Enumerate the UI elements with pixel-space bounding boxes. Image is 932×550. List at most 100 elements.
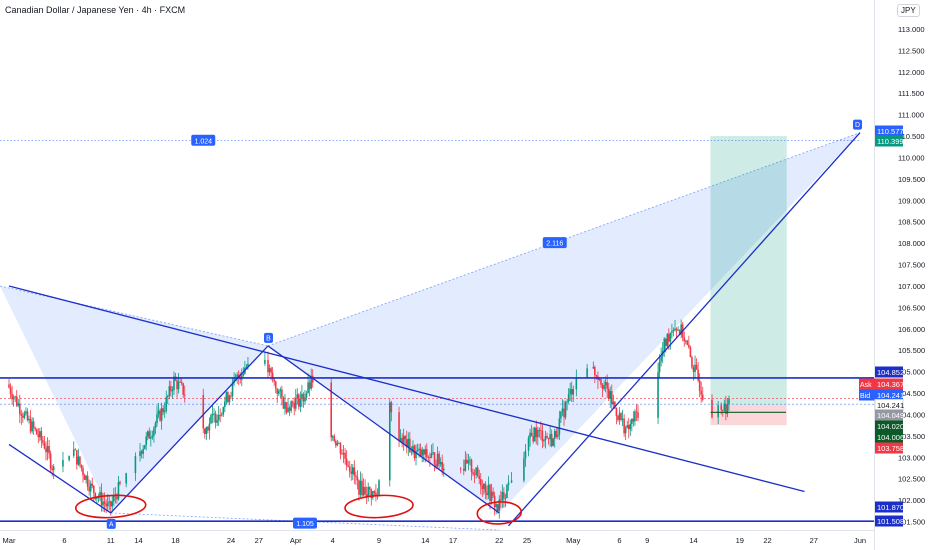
- price-tag-4: Bid: [860, 393, 870, 400]
- price-tick: 102.500: [898, 475, 925, 484]
- candle-body: [134, 456, 137, 474]
- candle-body: [489, 484, 491, 501]
- candle-body: [25, 411, 27, 414]
- candle-body: [290, 401, 292, 411]
- candle-body: [157, 410, 160, 415]
- candle-body: [664, 338, 667, 346]
- candle-body: [145, 436, 148, 446]
- candle-body: [284, 402, 286, 409]
- candle-body: [162, 408, 164, 413]
- candle-body: [331, 436, 334, 438]
- candle-body: [529, 432, 531, 438]
- time-tick: Apr: [290, 536, 302, 545]
- candle-body: [111, 501, 114, 507]
- candle-body: [350, 471, 353, 474]
- candle-body: [467, 460, 470, 464]
- candle-body: [89, 483, 92, 492]
- candle-body: [533, 427, 536, 442]
- pattern-xab-fill: [0, 285, 268, 513]
- candle-body: [496, 504, 499, 511]
- candle-body: [388, 402, 391, 481]
- candle-body: [692, 367, 695, 372]
- candle-body: [11, 394, 13, 400]
- price-tick: 112.000: [898, 68, 925, 77]
- candle-body: [416, 450, 419, 452]
- candle-body: [723, 403, 726, 411]
- candle-body: [623, 418, 625, 434]
- candle-body: [495, 504, 497, 508]
- time-tick: 17: [449, 536, 457, 545]
- time-tick: 6: [617, 536, 621, 545]
- candle-body: [671, 330, 673, 333]
- price-tick: 105.000: [898, 368, 925, 377]
- candle-body: [407, 438, 410, 448]
- candle-body: [103, 501, 106, 504]
- candle-body: [208, 423, 211, 431]
- candle-body: [367, 486, 370, 497]
- candle-body: [151, 435, 154, 438]
- annotations-layer: A B D 1.024 2.116 1.105: [74, 119, 862, 529]
- candle-body: [540, 430, 542, 431]
- point-B-label: B: [266, 335, 271, 342]
- pattern-ac-guide: [110, 512, 500, 531]
- candle-body: [205, 426, 208, 435]
- candle-body: [153, 428, 155, 436]
- candle-body: [180, 381, 183, 384]
- price-label-7: 104.020: [877, 422, 904, 431]
- candle-body: [558, 418, 561, 435]
- lines-layer: [0, 132, 874, 527]
- candle-body: [15, 396, 18, 406]
- candle-body: [213, 413, 215, 415]
- candle-body: [401, 437, 403, 444]
- candle-body: [683, 337, 686, 342]
- candle-body: [711, 399, 713, 418]
- trend-line-4: [508, 132, 861, 527]
- candle-body: [293, 402, 296, 409]
- price-tick: 113.000: [898, 25, 925, 34]
- candle-body: [365, 494, 368, 497]
- pattern-layer: [0, 132, 861, 531]
- candle-body: [216, 420, 218, 423]
- candle-body: [637, 412, 639, 418]
- candle-body: [294, 397, 297, 409]
- pattern-bcd-fill: [268, 132, 860, 513]
- candle-body: [541, 430, 544, 442]
- candle-body: [569, 388, 571, 395]
- price-label-badge-10: [875, 501, 903, 513]
- candle-body: [532, 436, 534, 442]
- candle-body: [23, 413, 26, 418]
- candle-body: [14, 396, 16, 398]
- candle-body: [668, 334, 670, 342]
- price-tick: 111.500: [898, 89, 924, 98]
- candle-body: [210, 415, 212, 424]
- currency-badge[interactable]: JPY: [897, 4, 920, 17]
- candle-body: [609, 391, 612, 399]
- candle-body: [342, 452, 345, 455]
- candle-body: [435, 463, 437, 467]
- candle-body: [486, 492, 488, 496]
- candle-body: [77, 456, 80, 465]
- candle-body: [524, 450, 527, 459]
- candle-body: [274, 381, 277, 389]
- candle-body: [83, 475, 86, 480]
- price-tick: 109.500: [898, 175, 925, 184]
- candle-body: [728, 399, 730, 405]
- candle-body: [34, 427, 37, 430]
- candle-body: [506, 484, 508, 499]
- candle-body: [594, 367, 596, 376]
- candle-body: [503, 492, 505, 499]
- candle-body: [701, 394, 704, 400]
- candle-body: [26, 411, 29, 421]
- candle-body: [684, 340, 687, 342]
- candle-body: [632, 418, 635, 422]
- price-label-2: 104.852: [877, 368, 904, 377]
- point-D-label: D: [855, 122, 860, 129]
- candle-body: [142, 448, 144, 454]
- candle-body: [202, 394, 205, 429]
- candle-body: [39, 431, 41, 438]
- candle-body: [487, 484, 490, 496]
- time-tick: 22: [495, 536, 503, 545]
- price-tick: 107.500: [898, 261, 925, 270]
- candle-body: [604, 382, 607, 386]
